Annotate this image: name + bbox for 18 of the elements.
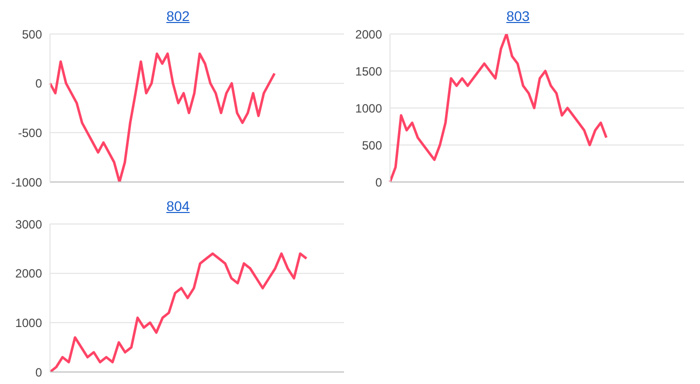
y-tick-label: 1500 [355,64,382,78]
y-tick-label: 500 [22,27,42,42]
y-tick-label: 2000 [15,266,42,281]
y-tick-label: 0 [35,365,42,380]
y-tick-label: 1000 [15,316,42,330]
y-tick-label: 500 [362,138,382,152]
chart-title: 804 [166,198,190,214]
y-tick-label: 0 [35,76,42,91]
line-series [48,252,308,372]
y-tick-label: -500 [18,126,42,140]
y-tick-label: 3000 [15,217,42,232]
y-tick-label: 1000 [355,101,382,116]
y-tick-label: 2000 [355,27,382,42]
y-tick-label: -1000 [11,175,42,190]
chart-title: 802 [166,8,190,24]
chart-title: 803 [506,8,530,24]
y-tick-label: 0 [375,175,382,190]
line-series [48,52,276,182]
